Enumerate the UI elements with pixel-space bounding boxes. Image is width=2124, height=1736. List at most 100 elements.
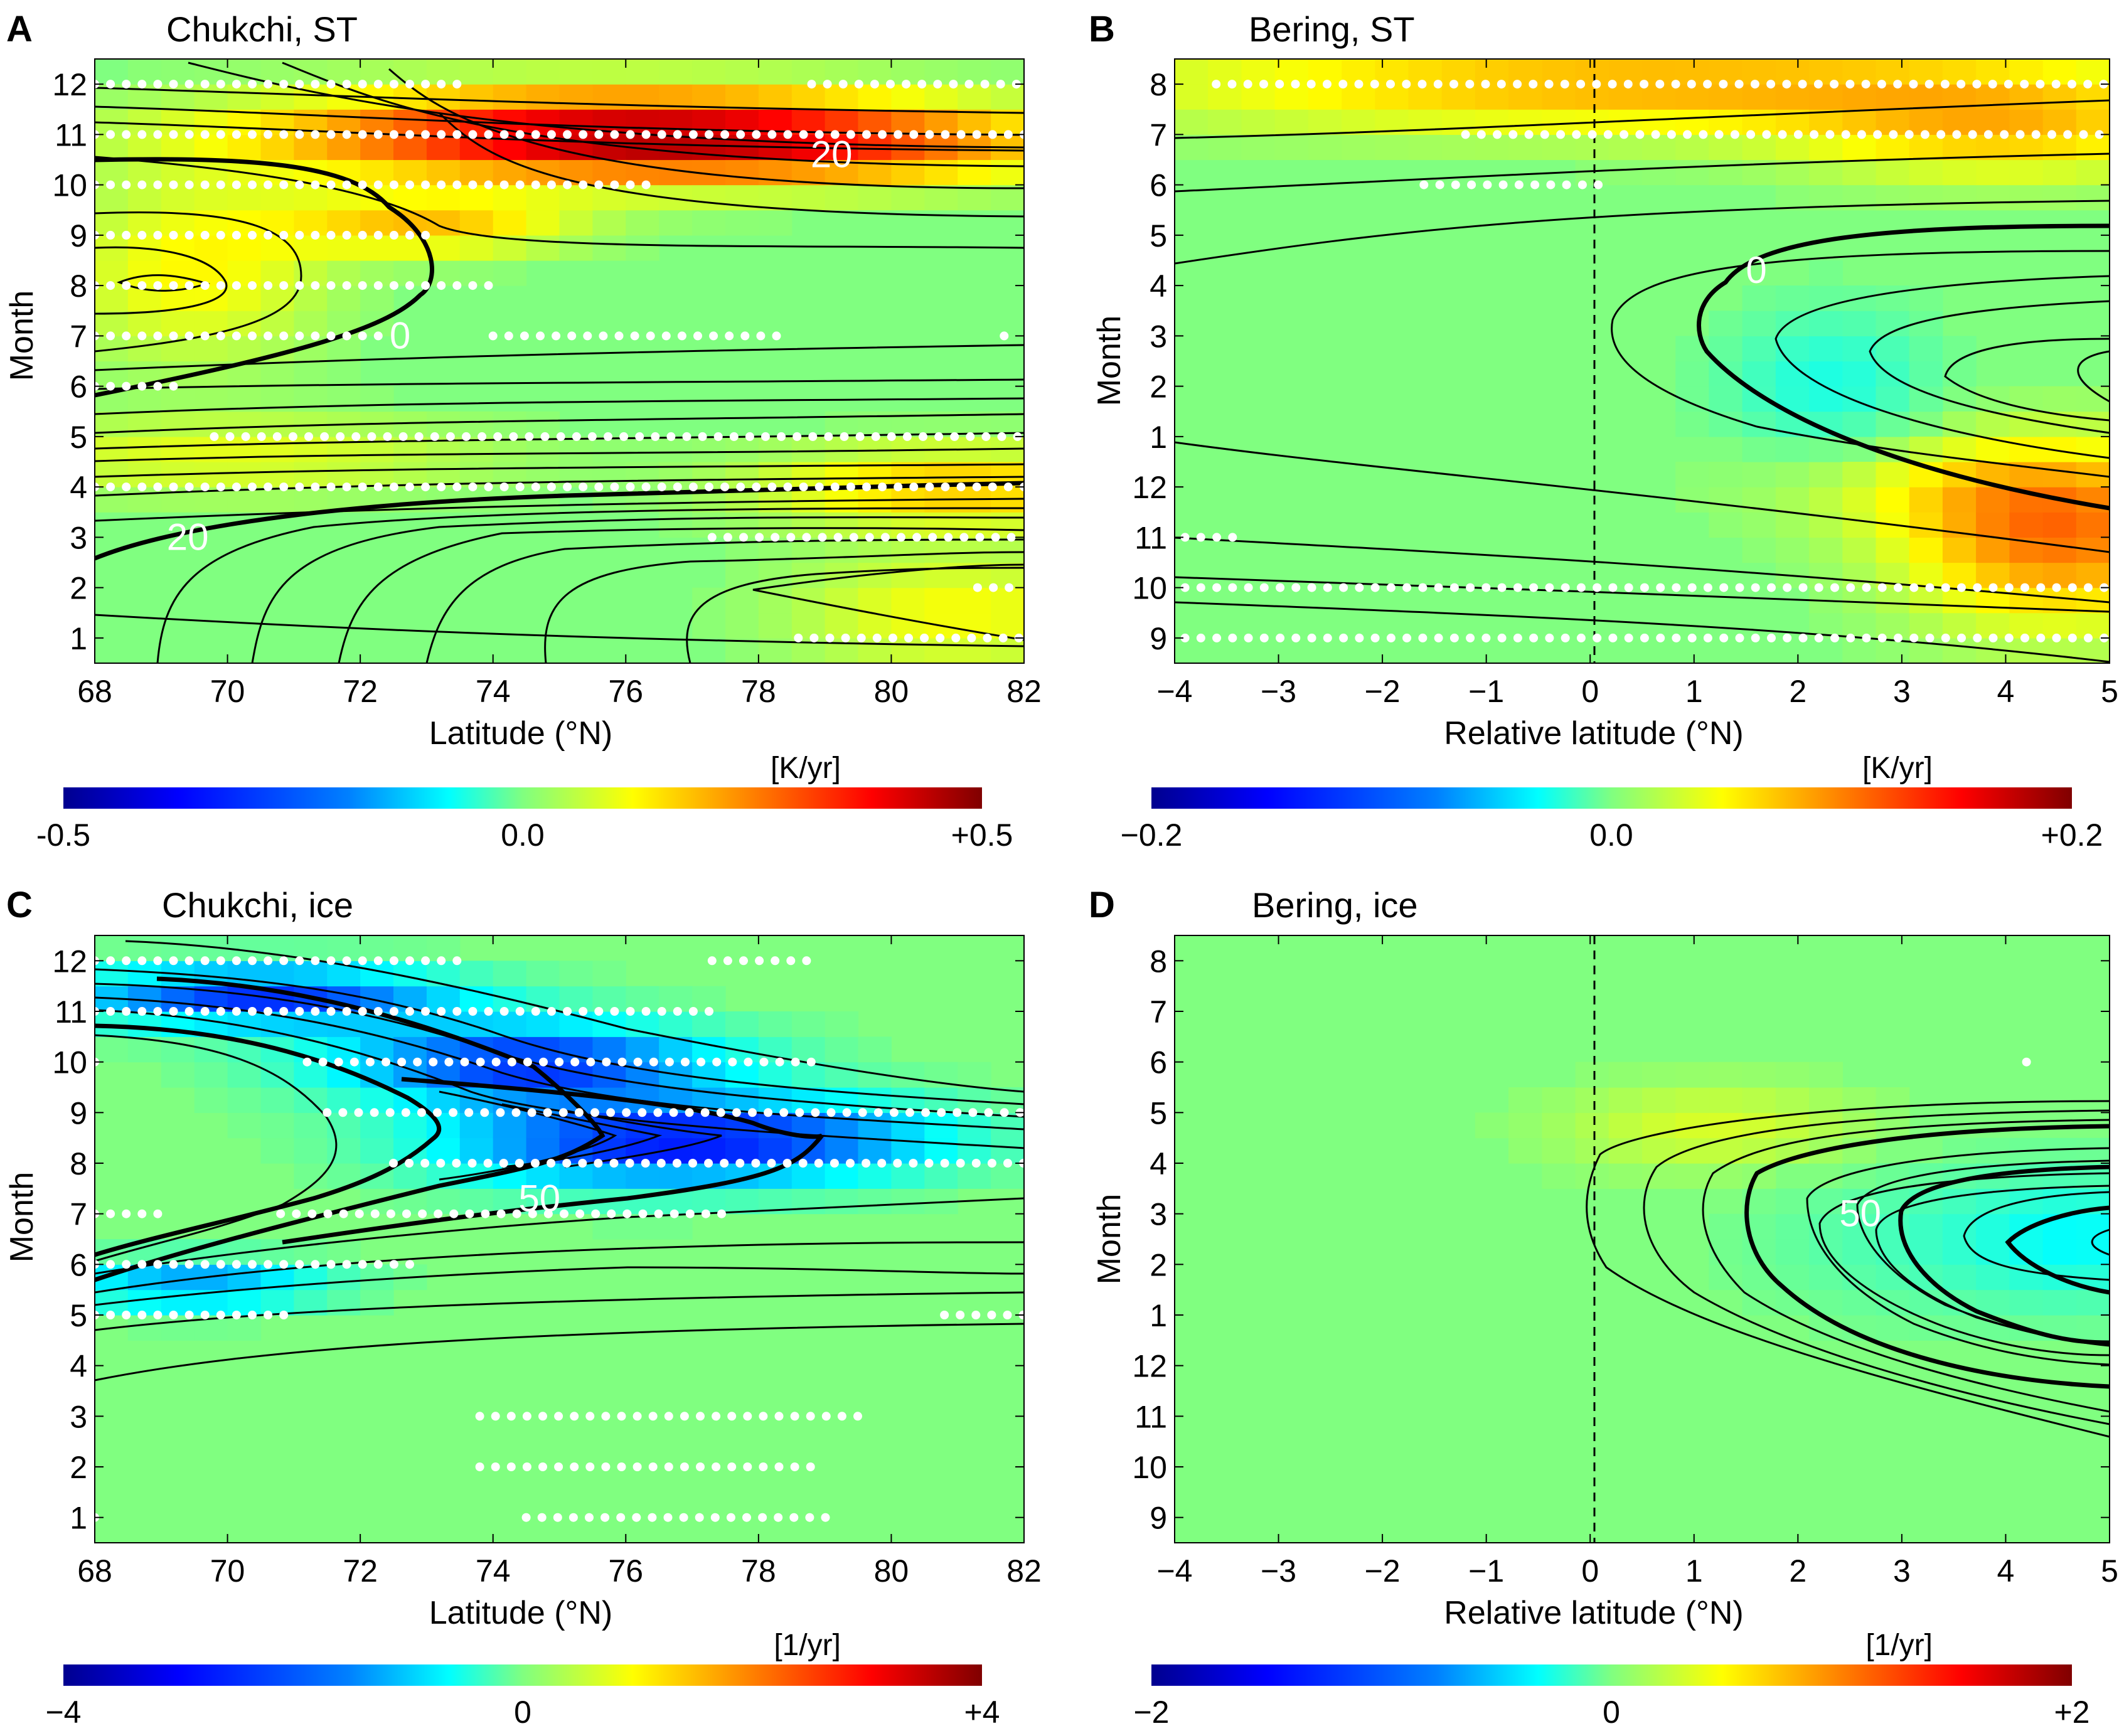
- heat-cell: [958, 587, 991, 614]
- stipple-dot: [389, 1159, 398, 1168]
- stipple-dot: [137, 1007, 147, 1016]
- heat-cell: [493, 961, 527, 987]
- heat-cell: [958, 637, 991, 664]
- stipple-dot: [563, 482, 572, 492]
- heat-cell: [1208, 134, 1242, 161]
- heat-cell: [1375, 134, 1409, 161]
- stipple-dot: [1418, 583, 1428, 592]
- stipple-dot: [153, 180, 163, 189]
- stipple-dot: [1667, 130, 1676, 139]
- stipple-dot: [1810, 130, 1819, 139]
- heat-cell: [725, 612, 759, 639]
- stipple-dot: [326, 180, 336, 189]
- heat-cell: [924, 159, 958, 186]
- stipple-dot: [295, 1007, 304, 1016]
- stipple-dot: [248, 230, 257, 240]
- stipple-dot: [1904, 130, 1914, 139]
- stipple-dot: [452, 80, 462, 89]
- stipple-dot: [594, 482, 604, 492]
- stipple-dot: [437, 80, 446, 89]
- stipple-dot: [358, 80, 367, 89]
- stipple-dot: [210, 432, 219, 441]
- panel-a-contour: [94, 156, 1025, 249]
- panel-c-contour: [439, 1090, 617, 1181]
- stipple-dot: [751, 1159, 760, 1168]
- stipple-dot: [1968, 130, 1977, 139]
- heat-cell: [426, 210, 461, 236]
- panel-c-colorbar-mid: 0: [514, 1695, 531, 1730]
- stipple-dot: [752, 130, 761, 139]
- heat-cell: [1909, 336, 1943, 362]
- stipple-dot: [635, 432, 644, 441]
- heat-cell: [194, 235, 228, 261]
- heat-cell: [1876, 184, 1910, 211]
- stipple-dot: [956, 130, 966, 139]
- heat-cell: [327, 361, 361, 387]
- heat-cell: [1475, 84, 1509, 110]
- stipple-dot: [405, 482, 414, 492]
- heat-cell: [692, 210, 726, 236]
- heat-cell: [95, 961, 129, 987]
- heat-cell: [791, 1062, 826, 1088]
- panel-a-contour: [94, 246, 228, 315]
- stipple-dot: [633, 1057, 643, 1067]
- heat-cell: [1909, 537, 1943, 563]
- stipple-dot: [543, 1108, 552, 1117]
- panel-a-letter: A: [6, 9, 33, 50]
- stipple-dot: [880, 533, 890, 542]
- heat-cell: [2076, 1289, 2110, 1316]
- stipple-dot: [525, 432, 534, 441]
- stipple-dot: [1825, 130, 1835, 139]
- heat-cell: [1675, 462, 1709, 487]
- stipple-dot: [547, 482, 556, 492]
- stipple-dot: [420, 1159, 430, 1168]
- heat-cell: [526, 961, 560, 987]
- stipple-dot: [342, 482, 351, 492]
- heat-cell: [758, 436, 792, 462]
- stipple-dot: [1683, 130, 1692, 139]
- heat-cell: [891, 512, 925, 538]
- stipple-dot: [1909, 80, 1918, 89]
- stipple-dot: [279, 230, 289, 240]
- stipple-dot: [648, 1513, 657, 1522]
- heat-cell: [559, 109, 593, 135]
- stipple-dot: [137, 230, 147, 240]
- stipple-dot: [792, 432, 802, 441]
- stipple-dot: [1275, 80, 1284, 89]
- heat-cell: [1675, 361, 1709, 387]
- heat-cell: [227, 961, 262, 987]
- stipple-dot: [1703, 80, 1712, 89]
- stipple-dot: [311, 956, 320, 966]
- stipple-dot: [1466, 583, 1475, 592]
- stipple-dot: [1920, 130, 1929, 139]
- stipple-dot: [1592, 80, 1601, 89]
- stipple-dot: [437, 130, 446, 139]
- stipple-dot: [452, 281, 462, 290]
- stipple-dot: [452, 482, 462, 492]
- panel-a-colorbar-min: -0.5: [36, 817, 90, 853]
- panel-a-colorbar: [K/yr] -0.5 0.0 +0.5: [36, 752, 1013, 853]
- heat-cell: [426, 935, 461, 961]
- panel-c-colorbar-bar: [63, 1664, 982, 1686]
- stipple-dot: [370, 1108, 379, 1117]
- stipple-dot: [1212, 80, 1221, 89]
- stipple-dot: [184, 1260, 194, 1269]
- heat-cell: [426, 986, 461, 1012]
- stipple-dot: [484, 180, 493, 189]
- stipple-dot: [295, 331, 304, 341]
- heat-cell: [260, 1087, 294, 1113]
- stipple-dot: [814, 482, 824, 492]
- heat-cell: [1809, 260, 1843, 286]
- heat-cell: [659, 1011, 693, 1037]
- stipple-dot: [257, 432, 266, 441]
- panel-b-contour-labels: 0: [1746, 249, 1766, 291]
- stipple-dot: [232, 1311, 241, 1319]
- stipple-dot: [632, 1513, 641, 1522]
- panel-b: B Bering, ST Month Relative latitude (°N…: [1089, 9, 2118, 853]
- stipple-dot: [777, 432, 786, 441]
- stipple-dot: [641, 1007, 651, 1016]
- stipple-dot: [1719, 80, 1728, 89]
- heat-cell: [360, 1112, 394, 1139]
- heat-cell: [260, 84, 294, 110]
- heat-cell: [526, 235, 560, 261]
